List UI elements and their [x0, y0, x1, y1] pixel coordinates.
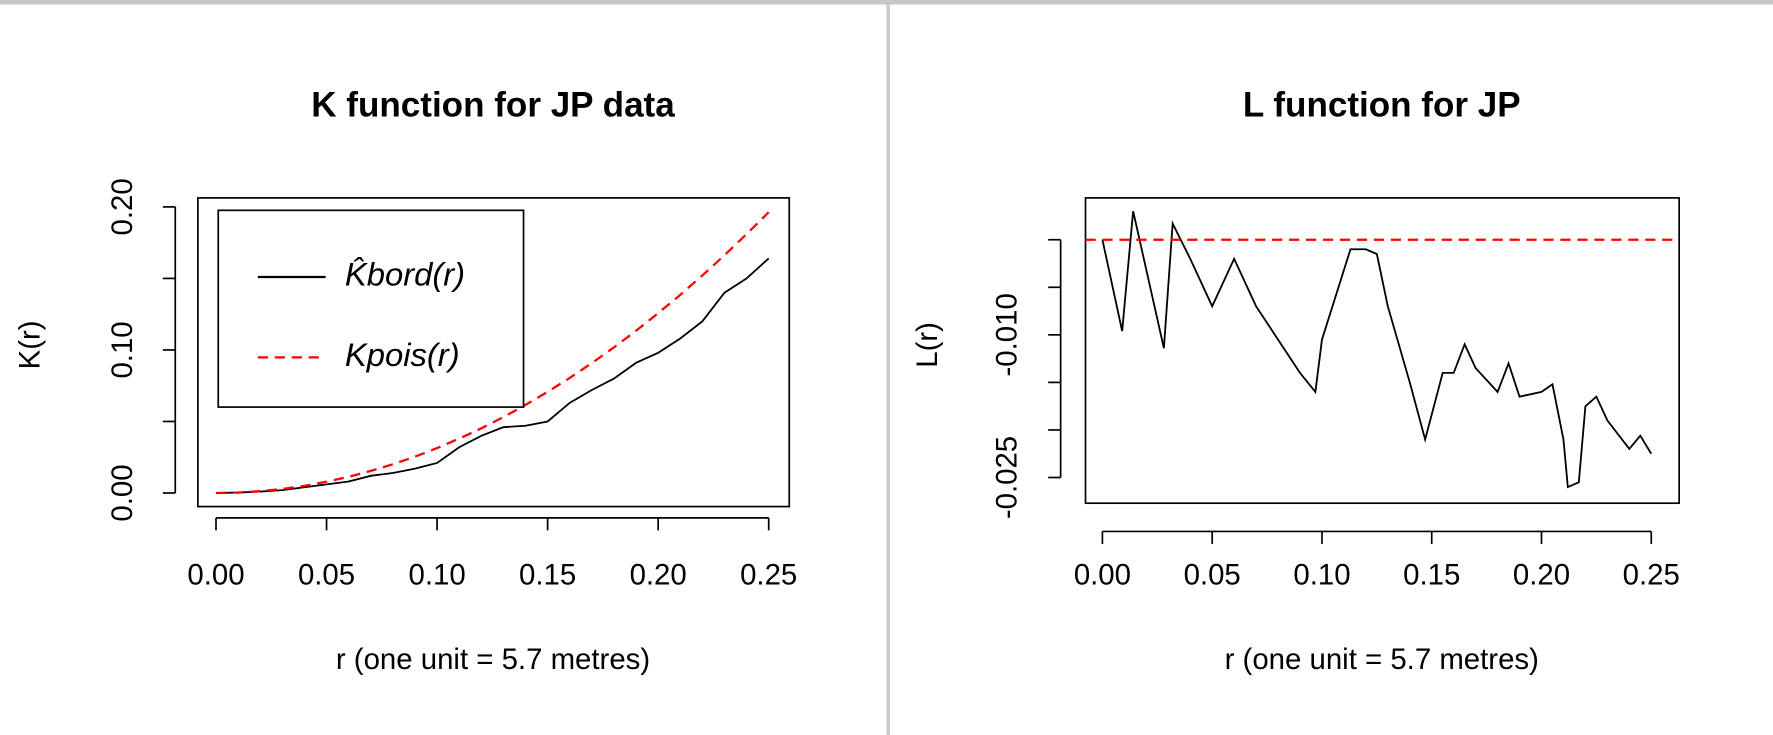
legend-label: K̂bord(r)	[345, 255, 465, 292]
x-tick-label: 0.00	[1074, 558, 1131, 591]
series-line	[1101, 211, 1653, 489]
x-axis-label: r (one unit = 5.7 metres)	[1225, 643, 1539, 676]
y-tick-label: 0.10	[106, 321, 139, 378]
x-tick-label: 0.10	[408, 558, 465, 591]
plot-box	[197, 197, 791, 508]
y-tick-label: 0.00	[106, 464, 139, 521]
chart-title: L function for JP	[1243, 86, 1521, 125]
x-tick-label: 0.15	[1403, 558, 1460, 591]
y-tick-label: -0.010	[990, 293, 1023, 376]
x-tick-label: 0.05	[1184, 558, 1241, 591]
y-axis-label: K(r)	[13, 320, 46, 369]
y-tick-label: -0.025	[990, 436, 1023, 519]
legend-box	[217, 209, 525, 408]
plot-box	[1084, 197, 1680, 505]
y-tick-label: 0.20	[106, 178, 139, 235]
x-tick-label: 0.05	[298, 558, 355, 591]
x-tick-label: 0.25	[740, 558, 797, 591]
x-tick-label: 0.15	[519, 558, 576, 591]
y-axis-label: L(r)	[911, 322, 944, 368]
chart-title: K function for JP data	[311, 86, 675, 125]
x-tick-label: 0.00	[187, 558, 244, 591]
panel-divider	[886, 0, 890, 735]
x-tick-label: 0.25	[1623, 558, 1680, 591]
series-line	[215, 257, 770, 494]
x-tick-label: 0.20	[1513, 558, 1570, 591]
legend-label: Kpois(r)	[345, 336, 460, 373]
x-axis-label: r (one unit = 5.7 metres)	[336, 643, 650, 676]
series-line	[215, 211, 770, 495]
x-tick-label: 0.20	[630, 558, 687, 591]
x-tick-label: 0.10	[1293, 558, 1350, 591]
